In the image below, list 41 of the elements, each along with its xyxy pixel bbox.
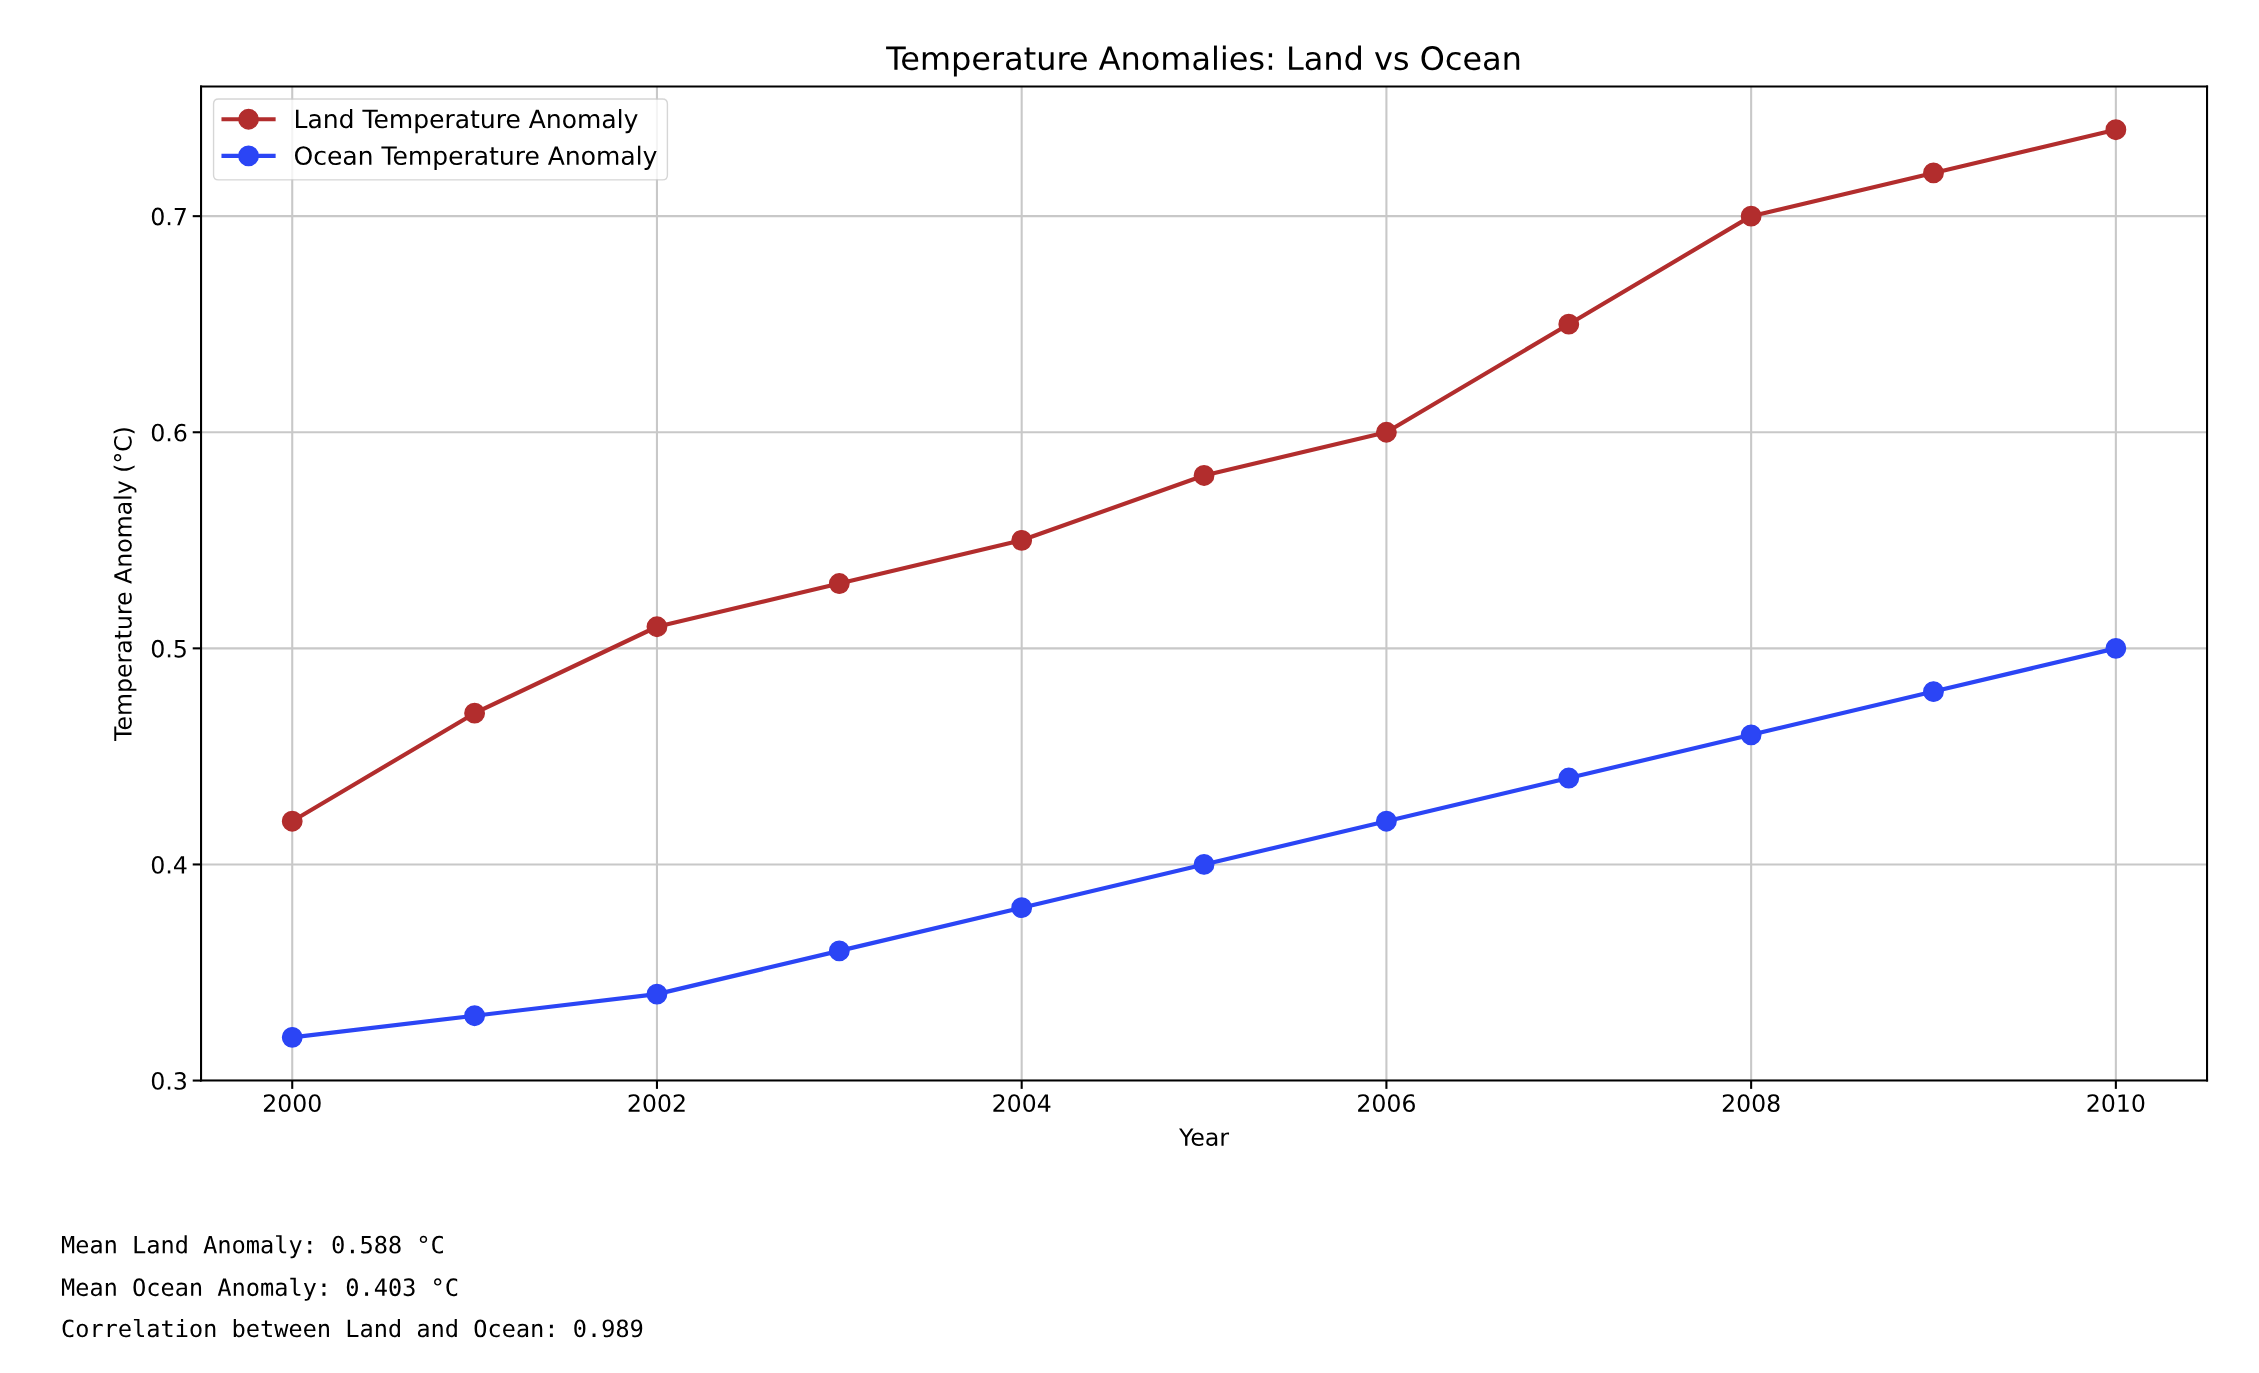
chart-title: Temperature Anomalies: Land vs Ocean (886, 45, 1520, 77)
point (1375, 421, 1397, 443)
point (1923, 681, 1944, 702)
x-tick-label: 2008 (1722, 1094, 1780, 1113)
x-tick-label: 2006 (1358, 1094, 1415, 1113)
point (1011, 897, 1033, 919)
point (646, 983, 668, 1005)
point (646, 616, 668, 638)
point (2105, 637, 2127, 659)
y-tick-label: 0.7 (151, 207, 186, 226)
x-tick-label: 2000 (263, 1094, 321, 1113)
text: Mean Land Anomaly: 0.588 °C (61, 1235, 443, 1259)
legend-label: Ocean Temperature Anomaly (294, 145, 657, 170)
point (2105, 119, 2127, 141)
text: Mean Ocean Anomaly: 0.403 °C (61, 1277, 458, 1301)
point (1740, 724, 1762, 746)
x-tick-label: 2004 (993, 1094, 1051, 1113)
point (1011, 529, 1033, 551)
legend-label: Land Temperature Anomaly (296, 109, 638, 134)
point (281, 1026, 303, 1048)
point (1193, 465, 1215, 486)
y-tick-label: 0.5 (151, 639, 186, 658)
y-tick-label: 0.4 (151, 855, 187, 874)
point (1923, 162, 1944, 184)
x-tick-label: 2010 (2087, 1094, 2145, 1113)
point (1558, 313, 1580, 335)
point (1193, 854, 1215, 875)
x-axis-title: Year (1179, 1128, 1230, 1146)
point (828, 573, 850, 594)
point (828, 940, 850, 962)
x-tick-label: 2002 (628, 1094, 685, 1113)
point (281, 810, 303, 832)
text: Correlation between Land and Ocean: 0.989 (62, 1318, 643, 1338)
point (1740, 205, 1762, 227)
point (1558, 767, 1580, 789)
point (464, 702, 486, 724)
point (464, 1005, 486, 1027)
y-tick-label: 0.3 (151, 1072, 186, 1090)
y-tick-label: 0.6 (151, 423, 187, 442)
point (1375, 810, 1397, 832)
y-axis-title: Temperature Anomaly (°C) (113, 428, 137, 742)
